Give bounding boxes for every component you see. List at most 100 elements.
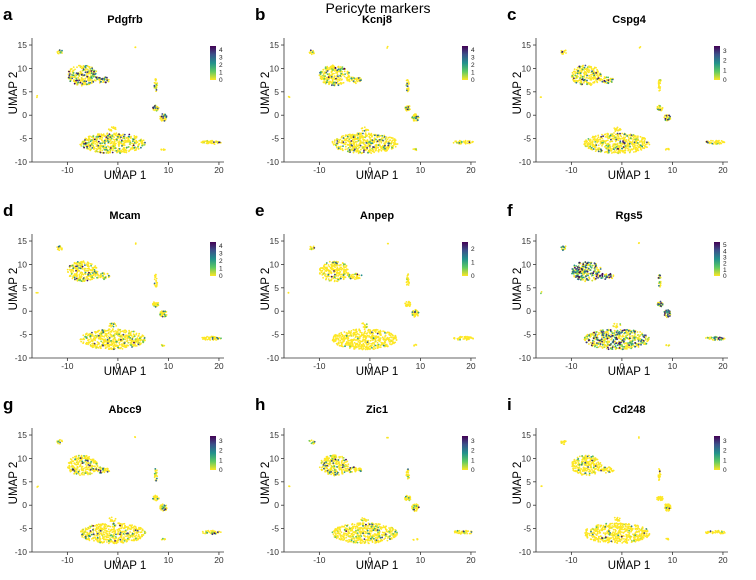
cell-point bbox=[105, 136, 107, 138]
cell-point bbox=[659, 109, 661, 111]
cell-point bbox=[104, 144, 106, 146]
cell-point bbox=[632, 134, 634, 136]
cell-point bbox=[392, 145, 394, 147]
legend-tick-label: 2 bbox=[471, 246, 475, 253]
cell-point bbox=[93, 148, 95, 150]
cell-point bbox=[366, 326, 368, 328]
cell-point bbox=[113, 342, 115, 344]
cell-point bbox=[332, 65, 334, 67]
cell-point bbox=[353, 77, 355, 79]
cell-point bbox=[593, 148, 595, 150]
cell-point bbox=[91, 143, 93, 145]
cell-point bbox=[140, 139, 142, 141]
cell-point bbox=[103, 133, 105, 135]
color-legend-bar bbox=[462, 46, 468, 80]
cell-point bbox=[75, 80, 77, 82]
cell-point bbox=[338, 147, 340, 149]
cell-point bbox=[358, 133, 360, 135]
cell-point bbox=[597, 72, 599, 74]
cell-point bbox=[333, 84, 335, 86]
cell-point bbox=[576, 69, 578, 71]
cell-point bbox=[155, 306, 157, 308]
cell-point bbox=[91, 267, 93, 269]
cell-point bbox=[90, 140, 92, 142]
cell-point bbox=[348, 147, 350, 149]
cell-point bbox=[113, 335, 115, 337]
cell-point bbox=[605, 143, 607, 145]
cell-point bbox=[110, 336, 112, 338]
cell-point bbox=[106, 330, 108, 332]
cell-point bbox=[81, 77, 83, 79]
cell-point bbox=[124, 134, 126, 136]
cell-point bbox=[347, 339, 349, 341]
cell-point bbox=[378, 141, 380, 143]
cell-point bbox=[335, 336, 337, 338]
cell-point bbox=[372, 139, 374, 141]
cell-point bbox=[351, 340, 353, 342]
cell-point bbox=[374, 141, 376, 143]
cell-point bbox=[334, 276, 336, 278]
cell-point bbox=[346, 337, 348, 339]
cell-point bbox=[35, 292, 37, 294]
cell-point bbox=[71, 273, 73, 275]
cell-point bbox=[67, 269, 69, 271]
cell-point bbox=[144, 337, 146, 339]
cell-point bbox=[358, 77, 360, 79]
y-tick-label: 15 bbox=[522, 236, 532, 246]
cell-point bbox=[581, 79, 583, 81]
cell-point bbox=[94, 265, 96, 267]
cell-point bbox=[99, 136, 101, 138]
cell-point bbox=[343, 82, 345, 84]
cell-point bbox=[159, 118, 161, 120]
cell-point bbox=[406, 90, 408, 92]
cell-point bbox=[87, 270, 89, 272]
cell-point bbox=[96, 77, 98, 79]
cell-point bbox=[383, 148, 385, 150]
cell-point bbox=[354, 339, 356, 341]
cell-point bbox=[613, 148, 615, 150]
cell-point bbox=[119, 344, 121, 346]
cell-point bbox=[350, 137, 352, 139]
cell-point bbox=[131, 346, 133, 348]
cell-point bbox=[88, 136, 90, 138]
cell-point bbox=[600, 75, 602, 77]
cell-point bbox=[407, 85, 409, 87]
cell-point bbox=[366, 323, 368, 325]
cell-point bbox=[360, 346, 362, 348]
cell-point bbox=[341, 337, 343, 339]
cell-point bbox=[470, 337, 472, 339]
legend-tick-label: 4 bbox=[219, 47, 223, 54]
cell-point bbox=[100, 336, 102, 338]
cell-point bbox=[95, 335, 97, 337]
cell-point bbox=[339, 75, 341, 77]
cell-point bbox=[641, 146, 643, 148]
cell-point bbox=[412, 148, 414, 150]
cell-point bbox=[459, 339, 461, 341]
cell-point bbox=[313, 247, 315, 249]
cell-point bbox=[367, 152, 369, 154]
cell-point bbox=[337, 139, 339, 141]
cell-point bbox=[345, 149, 347, 151]
cell-point bbox=[349, 151, 351, 153]
cell-point bbox=[346, 72, 348, 74]
cell-point bbox=[347, 343, 349, 345]
y-tick-label: 0 bbox=[274, 306, 279, 316]
cell-point bbox=[127, 140, 129, 142]
cell-point bbox=[133, 139, 135, 141]
cell-point bbox=[90, 273, 92, 275]
cell-point bbox=[335, 262, 337, 264]
cell-point bbox=[644, 141, 646, 143]
legend-tick-label: 3 bbox=[723, 48, 727, 55]
cell-point bbox=[313, 53, 315, 55]
cell-point bbox=[355, 141, 357, 143]
cell-point bbox=[633, 148, 635, 150]
cell-point bbox=[337, 271, 339, 273]
cell-point bbox=[110, 326, 112, 328]
cell-point bbox=[387, 138, 389, 140]
cell-point bbox=[358, 140, 360, 142]
cell-point bbox=[586, 75, 588, 77]
cell-point bbox=[124, 342, 126, 344]
cell-point bbox=[631, 134, 633, 136]
cell-point bbox=[346, 148, 348, 150]
